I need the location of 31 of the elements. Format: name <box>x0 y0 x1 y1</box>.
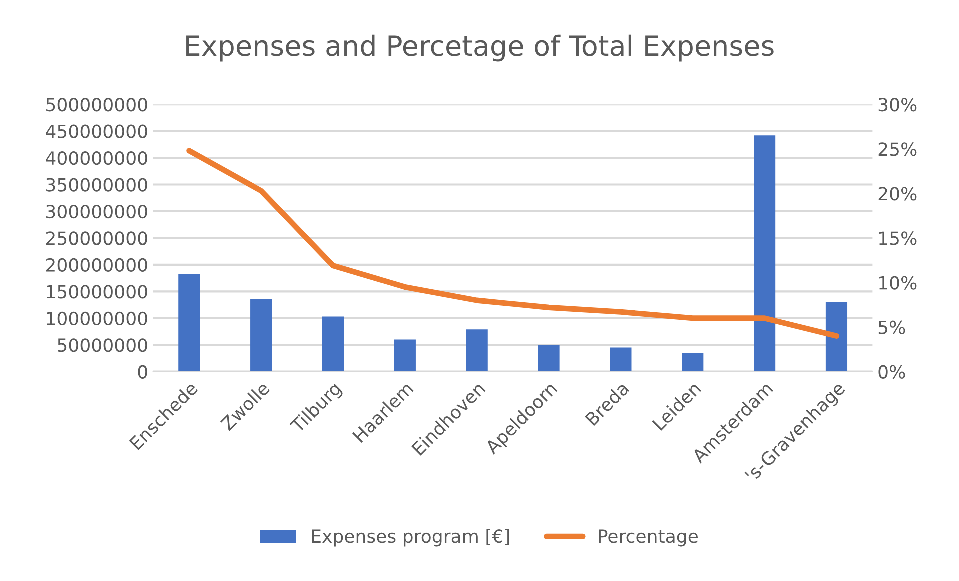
y-tick-label: 150000000 <box>47 285 148 299</box>
y-tick-label: 50000000 <box>58 338 148 352</box>
y-tick-label: 200000000 <box>46 258 148 272</box>
bar <box>178 274 200 372</box>
y2-tick-label: 30% <box>878 98 917 112</box>
y-tick-label: 450000000 <box>46 124 148 138</box>
y-tick-label: 400000000 <box>46 151 148 166</box>
bar <box>250 299 272 372</box>
y-tick-label: 350000000 <box>46 178 148 192</box>
y2-tick-label: 20% <box>878 187 917 201</box>
bar <box>610 348 632 372</box>
bar <box>466 330 488 372</box>
y-tick-label: 500000000 <box>46 98 148 112</box>
legend-label: Expenses program [€] <box>312 529 510 547</box>
y-tick-label: 250000000 <box>46 232 148 246</box>
y2-tick-label: 0% <box>878 365 906 379</box>
y-tick-label: 300000000 <box>46 204 148 219</box>
bar <box>538 345 560 372</box>
chart-title: Expenses and Percetage of Total Expenses <box>186 34 774 62</box>
y2-tick-label: 15% <box>880 232 917 246</box>
y-tick-label: 0 <box>138 365 148 379</box>
bar <box>394 340 416 372</box>
y2-tick-label: 5% <box>878 320 906 334</box>
bar <box>826 302 848 372</box>
legend-label: Percentage <box>599 530 698 547</box>
y2-tick-label: 10% <box>880 276 917 290</box>
bar <box>754 136 776 372</box>
bar <box>322 316 344 372</box>
bar <box>682 353 704 372</box>
y2-tick-label: 25% <box>878 142 917 156</box>
y-tick-label: 100000000 <box>47 312 148 326</box>
